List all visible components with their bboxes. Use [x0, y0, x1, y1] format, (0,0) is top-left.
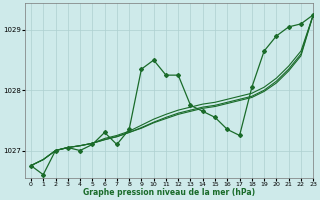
X-axis label: Graphe pression niveau de la mer (hPa): Graphe pression niveau de la mer (hPa) [83, 188, 255, 197]
